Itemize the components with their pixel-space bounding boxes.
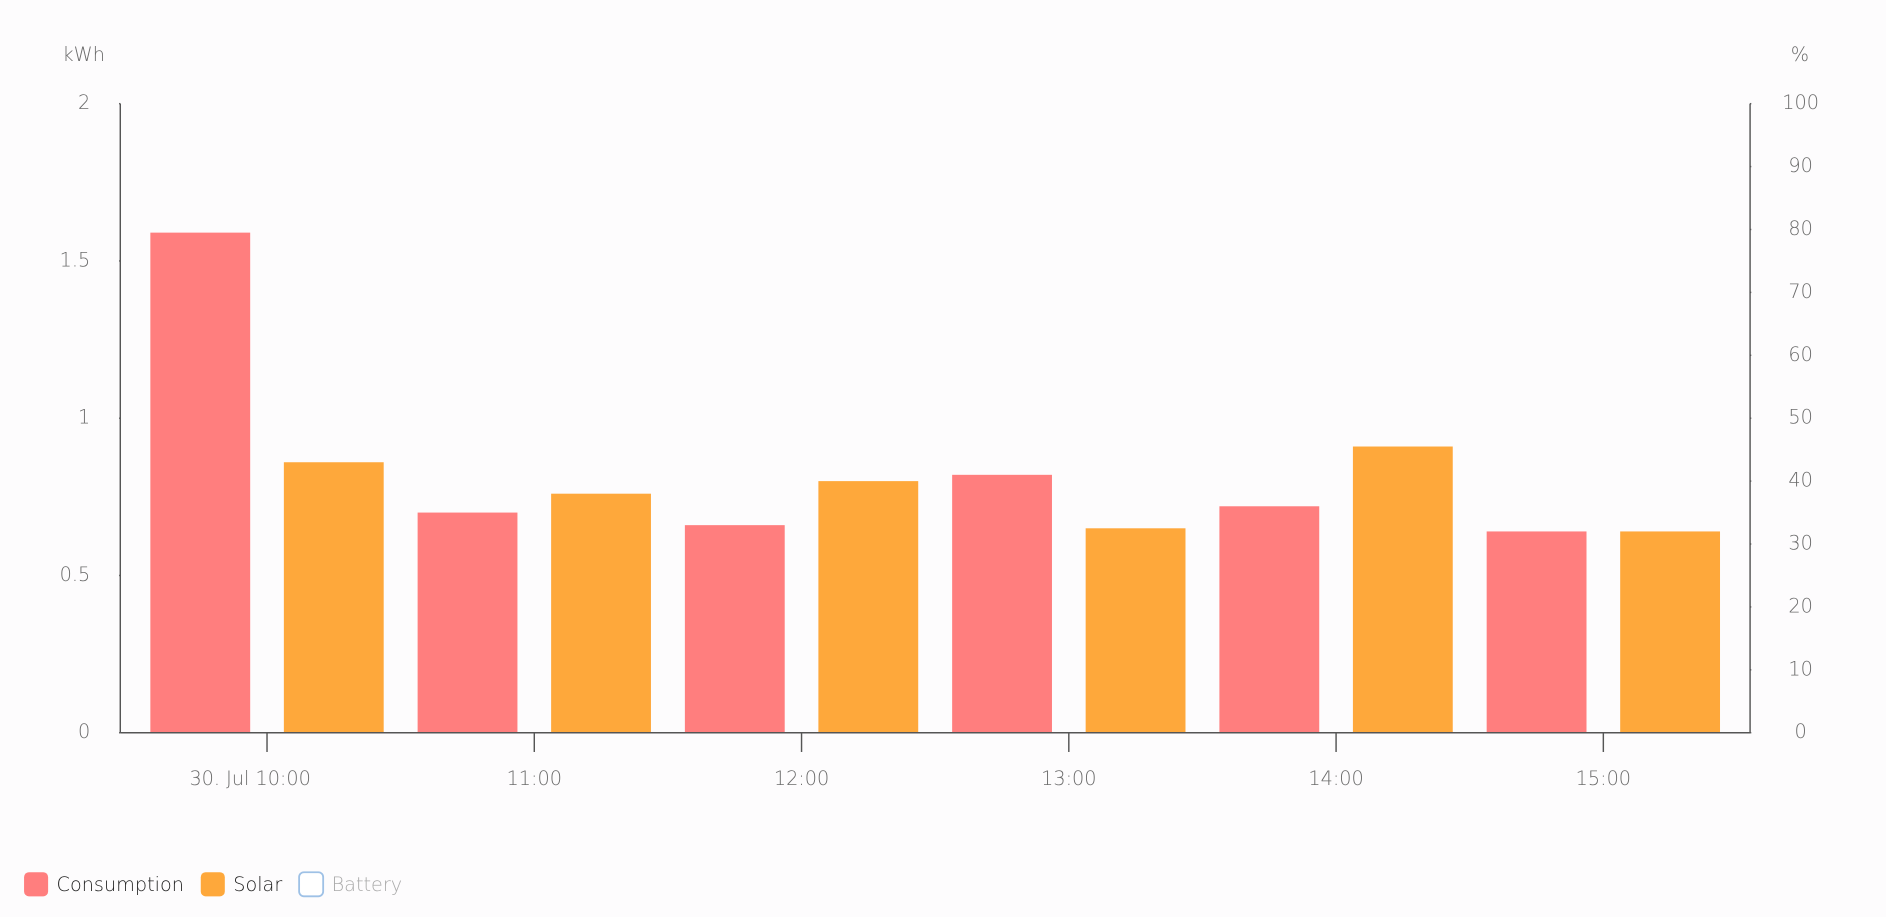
- bar: [1085, 528, 1186, 733]
- legend-swatch: [24, 872, 49, 897]
- y2-tick-label: 90: [1788, 154, 1812, 177]
- y-axis-label: kWh: [63, 43, 105, 66]
- bar: [1620, 531, 1721, 733]
- x-tick-label: 13:00: [1041, 767, 1096, 790]
- y2-tick-label: 40: [1788, 469, 1812, 492]
- bar: [952, 474, 1052, 733]
- y2-tick-label: 70: [1788, 280, 1812, 303]
- legend-swatch: [200, 872, 225, 897]
- bar: [1219, 506, 1320, 733]
- bar: [1486, 531, 1587, 733]
- bar: [417, 512, 518, 733]
- x-tick-label: 11:00: [507, 767, 562, 790]
- y-tick-label: 1.5: [60, 248, 91, 271]
- y-tick-label: 0: [78, 720, 90, 743]
- bar: [551, 493, 651, 733]
- legend-item[interactable]: Consumption: [24, 872, 184, 897]
- legend-label: Solar: [233, 873, 282, 896]
- y2-tick-label: 30: [1788, 532, 1812, 555]
- legend-swatch: [298, 871, 325, 898]
- x-tick-label: 30. Jul 10:00: [189, 767, 310, 790]
- y2-axis-label: %: [1791, 43, 1809, 66]
- y-tick-label: 1: [78, 406, 90, 429]
- legend-item[interactable]: Battery: [298, 871, 403, 898]
- y2-tick-label: 0: [1794, 720, 1806, 743]
- y2-tick-label: 80: [1788, 217, 1812, 240]
- y2-tick-label: 20: [1788, 594, 1812, 617]
- bar: [283, 462, 384, 733]
- x-tick-label: 15:00: [1576, 767, 1631, 790]
- y2-tick-label: 50: [1788, 406, 1812, 429]
- legend-label: Battery: [332, 873, 403, 896]
- y2-tick-label: 60: [1788, 343, 1812, 366]
- legend-label: Consumption: [57, 873, 184, 896]
- y2-tick-label: 10: [1788, 657, 1812, 680]
- y-tick-label: 0.5: [60, 563, 91, 586]
- bar: [150, 232, 251, 733]
- legend: Consumption Solar Battery: [24, 871, 403, 898]
- legend-item[interactable]: Solar: [200, 872, 283, 897]
- x-tick-label: 12:00: [774, 767, 829, 790]
- y2-tick-label: 100: [1782, 91, 1819, 114]
- bar: [818, 481, 919, 733]
- bar: [684, 525, 785, 733]
- bar: [1352, 446, 1453, 733]
- y-tick-label: 2: [78, 91, 90, 114]
- x-tick-label: 14:00: [1308, 767, 1363, 790]
